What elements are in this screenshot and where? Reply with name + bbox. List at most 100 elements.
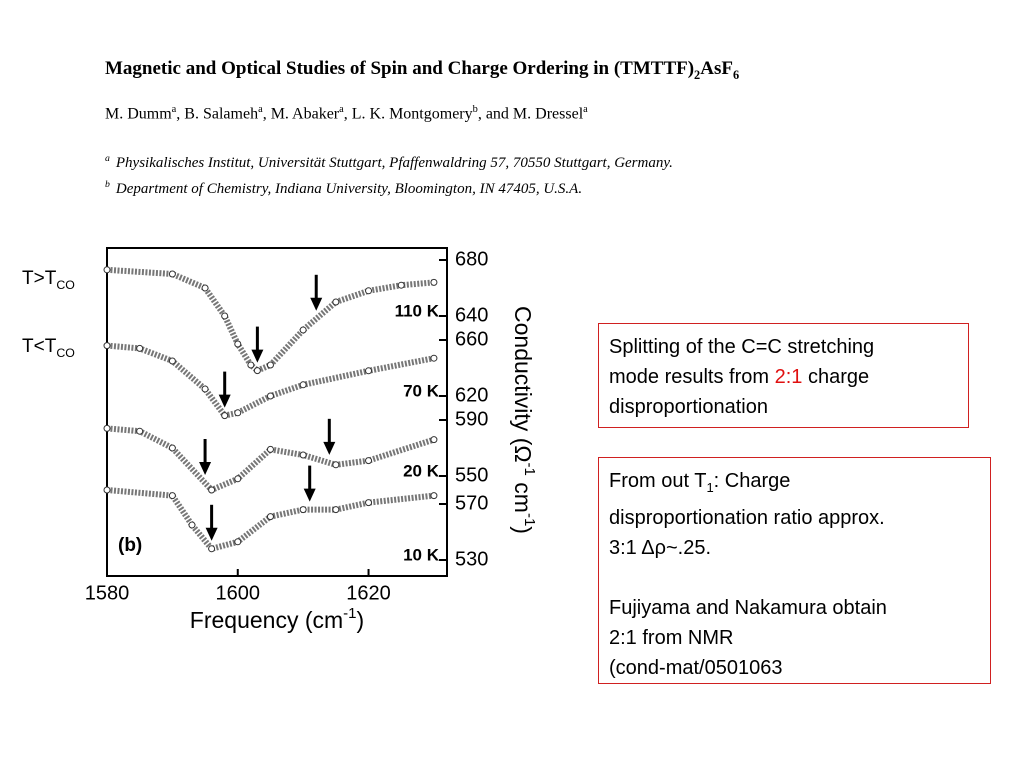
- x-label-part: -1: [343, 605, 356, 622]
- data-point: [365, 457, 373, 465]
- data-point: [103, 266, 111, 274]
- curve: [106, 342, 435, 419]
- y-axis-label: Conductivity (Ω-1 cm-1): [510, 306, 538, 534]
- affiliation: a Physikalisches Institut, Universität St…: [105, 148, 673, 174]
- data-point: [201, 284, 209, 292]
- note-box: From out T1: Charge disproportionation ra…: [598, 457, 991, 684]
- text-line: 3:1 Δρ~.25.: [609, 533, 980, 563]
- affiliation-mark: a: [105, 153, 110, 164]
- y-label-part: ): [510, 526, 536, 534]
- author-mark: a: [583, 104, 588, 115]
- data-point: [168, 492, 176, 500]
- data-point: [234, 538, 242, 546]
- author: , M. Abaker: [262, 105, 340, 123]
- authors: M. Dumma, B. Salameha, M. Abakera, L. K.…: [105, 104, 588, 123]
- data-point: [234, 475, 242, 483]
- series-label: 70 K: [403, 381, 440, 400]
- affiliation-mark: b: [105, 179, 110, 190]
- text-part: Splitting of the C=C stretching: [609, 336, 875, 358]
- author-mark: a: [171, 104, 177, 115]
- data-point: [136, 427, 144, 435]
- data-point: [221, 412, 229, 420]
- series-label: 10 K: [403, 545, 440, 564]
- x-axis-label: Frequency (cm-1): [190, 605, 364, 633]
- y-tick-label: 550: [455, 464, 488, 486]
- text-part: disproportionation: [609, 396, 768, 418]
- data-point: [201, 385, 209, 393]
- data-point: [299, 451, 307, 459]
- data-point: [136, 344, 144, 352]
- text-part: mode results from: [609, 366, 775, 388]
- data-point: [103, 486, 111, 494]
- label-text: T<T: [22, 336, 57, 357]
- data-point: [332, 461, 340, 469]
- data-point: [266, 361, 274, 369]
- data-point: [253, 367, 261, 375]
- y-label-part: cm: [510, 476, 536, 513]
- curve: [106, 487, 435, 553]
- data-point: [168, 357, 176, 365]
- text-part: 2:1: [774, 366, 803, 388]
- data-point: [234, 340, 242, 348]
- text-part: Fujiyama and Nakamura obtain: [609, 597, 887, 619]
- text-part: : Charge: [713, 470, 791, 492]
- text-line: 2:1 from NMR: [609, 623, 980, 653]
- arrow-head: [218, 394, 231, 408]
- arrow-head: [310, 297, 323, 311]
- text-line: mode results from 2:1 charge: [609, 362, 958, 392]
- y-tick-label: 590: [455, 408, 488, 430]
- data-point: [365, 367, 373, 375]
- data-point: [221, 312, 229, 320]
- data-point: [430, 492, 438, 500]
- arrow-head: [303, 488, 316, 502]
- author: , and M. Dressel: [477, 105, 584, 123]
- text-line: Splitting of the C=C stretching: [609, 332, 958, 362]
- data-point: [103, 342, 111, 350]
- data-point: [266, 445, 274, 453]
- y-label-part: Conductivity (Ω: [510, 306, 536, 463]
- arrow-head: [205, 527, 218, 541]
- data-point: [168, 444, 176, 452]
- y-tick-label: 570: [455, 492, 488, 514]
- affiliation: b Department of Chemistry, Indiana Univer…: [105, 174, 673, 200]
- text-line: (cond-mat/0501063: [609, 653, 980, 683]
- arrow-head: [199, 462, 212, 475]
- data-point: [234, 409, 242, 417]
- text-line: disproportionation ratio approx.: [609, 503, 980, 533]
- label-sub: CO: [56, 277, 75, 292]
- text-part: 1: [706, 480, 714, 495]
- data-point: [332, 506, 340, 514]
- text-part: disproportionation ratio approx.: [609, 507, 885, 529]
- data-point: [299, 326, 307, 334]
- x-tick-label: 1620: [346, 582, 391, 604]
- y-tick-label: 640: [455, 304, 488, 326]
- text-part: 3:1 Δρ~.25.: [609, 537, 712, 559]
- curve: [106, 425, 435, 494]
- series-label: 20 K: [403, 461, 440, 480]
- data-point: [397, 281, 405, 289]
- title-sub: 2: [694, 67, 701, 82]
- data-point: [247, 361, 255, 369]
- data-point: [299, 381, 307, 389]
- data-point: [208, 545, 216, 553]
- author-mark: a: [258, 104, 263, 115]
- data-point: [168, 270, 176, 278]
- x-label-part: ): [357, 607, 365, 633]
- text-part: charge: [802, 366, 870, 388]
- data-point: [365, 287, 373, 295]
- text-part: (cond-mat/0501063: [609, 657, 783, 679]
- data-point: [266, 392, 274, 400]
- y-tick-label: 680: [455, 248, 488, 270]
- author-mark: b: [472, 104, 478, 115]
- y-tick-label: 620: [455, 384, 488, 406]
- data-point: [332, 298, 340, 306]
- y-label-part: -1: [521, 463, 538, 476]
- y-tick-label: 660: [455, 328, 488, 350]
- plot-frame: [106, 247, 448, 577]
- data-point: [430, 354, 438, 362]
- side-label: T>TCO: [22, 268, 75, 292]
- author: , L. K. Montgomery: [343, 105, 473, 123]
- y-tick-label: 530: [455, 548, 488, 570]
- label-sub: CO: [56, 345, 75, 360]
